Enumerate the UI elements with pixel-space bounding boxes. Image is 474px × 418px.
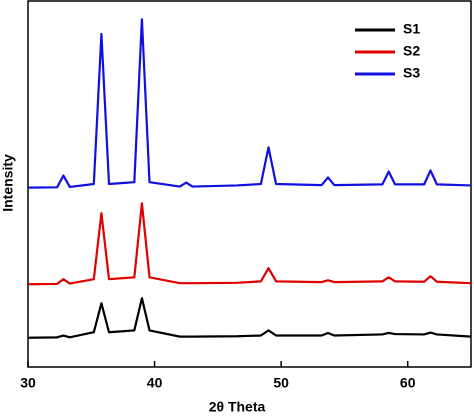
y-axis-label: Intensity <box>0 154 16 212</box>
x-tick-label: 40 <box>147 375 163 391</box>
legend-label: S3 <box>403 65 420 81</box>
series-line <box>27 18 472 189</box>
x-tick-label: 60 <box>400 375 416 391</box>
x-axis-label: 2θ Theta <box>209 399 266 415</box>
x-tick-label: 50 <box>273 375 289 391</box>
x-tick-label: 30 <box>20 375 36 391</box>
series-line <box>27 202 472 286</box>
legend-label: S1 <box>403 21 420 37</box>
legend-label: S2 <box>403 43 420 59</box>
series-line <box>27 297 472 339</box>
plot-frame <box>27 0 472 368</box>
